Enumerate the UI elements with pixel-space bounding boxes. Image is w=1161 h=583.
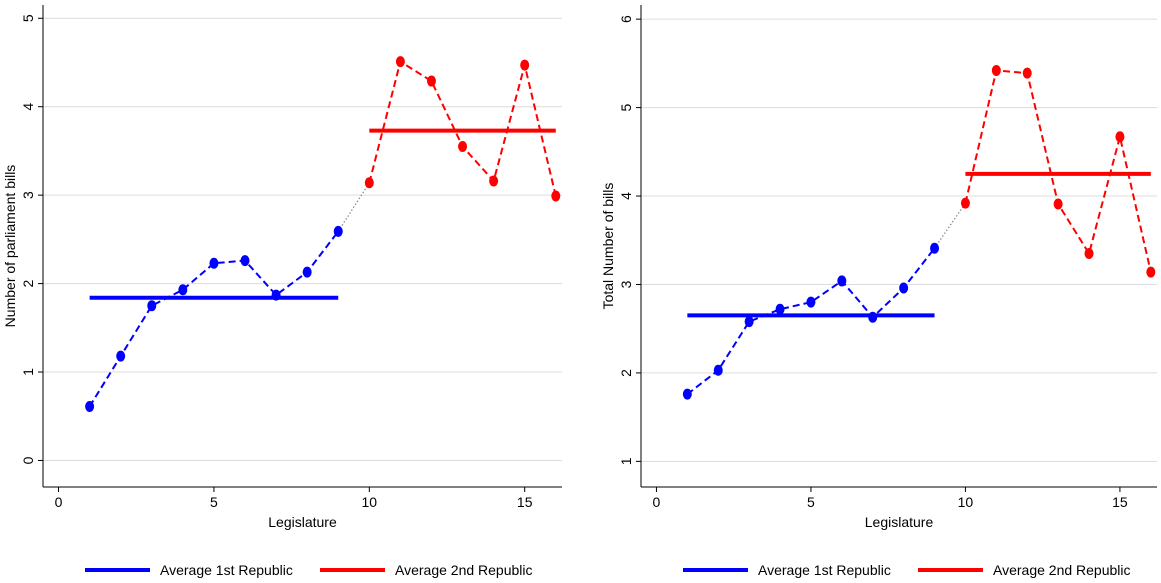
legend-label: Average 1st Republic <box>160 562 293 578</box>
point <box>302 266 312 278</box>
x-tick-label: 10 <box>362 494 378 510</box>
point <box>837 275 847 287</box>
y-tick-label: 4 <box>618 192 634 200</box>
point <box>240 255 250 267</box>
point <box>930 242 940 254</box>
x-tick-label: 0 <box>55 494 63 510</box>
legend-label: Average 2nd Republic <box>993 562 1131 578</box>
point <box>682 388 692 400</box>
point <box>960 197 970 209</box>
point <box>1084 248 1094 260</box>
point <box>806 296 816 308</box>
point <box>775 303 785 315</box>
connector <box>934 202 966 249</box>
x-tick-label: 5 <box>210 494 218 510</box>
x-tick-label: 10 <box>958 494 974 510</box>
y-tick-label: 1 <box>618 457 634 465</box>
y-tick-label: 6 <box>618 15 634 23</box>
point <box>333 225 343 237</box>
point <box>713 364 723 376</box>
legend-label: Average 2nd Republic <box>395 562 533 578</box>
point <box>395 56 405 68</box>
legend-label: Average 1st Republic <box>758 562 891 578</box>
point <box>1146 266 1156 278</box>
y-tick-label: 3 <box>20 191 36 199</box>
y-tick-label: 2 <box>20 279 36 287</box>
series-line <box>88 230 340 408</box>
connector <box>337 182 370 232</box>
x-tick-label: 5 <box>807 494 815 510</box>
point <box>1022 67 1032 79</box>
point <box>209 257 219 269</box>
point <box>868 311 878 323</box>
y-tick-label: 3 <box>618 280 634 288</box>
y-tick-label: 4 <box>20 103 36 111</box>
point <box>899 282 909 294</box>
point <box>147 300 157 312</box>
series-line <box>964 69 1152 273</box>
y-tick-label: 2 <box>618 369 634 377</box>
x-axis-label: Legislature <box>268 514 337 530</box>
x-tick-label: 0 <box>653 494 661 510</box>
point <box>1053 198 1063 210</box>
y-tick-label: 5 <box>20 14 36 22</box>
point <box>744 316 754 328</box>
point <box>551 190 561 202</box>
series-line <box>686 247 936 395</box>
x-tick-label: 15 <box>1112 494 1128 510</box>
y-tick-label: 1 <box>20 368 36 376</box>
y-axis-label: Number of parliament bills <box>2 165 18 328</box>
point <box>271 289 281 301</box>
y-tick-label: 0 <box>20 456 36 464</box>
point <box>178 284 188 296</box>
point <box>364 177 374 189</box>
point <box>489 175 499 187</box>
y-tick-label: 5 <box>618 103 634 111</box>
point <box>458 141 468 153</box>
point <box>85 401 95 413</box>
point <box>116 350 126 362</box>
y-axis-label: Total Number of bills <box>600 183 616 310</box>
point <box>520 59 530 71</box>
point <box>991 64 1001 76</box>
x-axis-label: Legislature <box>865 514 934 530</box>
point <box>1115 131 1125 143</box>
point <box>426 75 436 87</box>
x-tick-label: 15 <box>517 494 533 510</box>
